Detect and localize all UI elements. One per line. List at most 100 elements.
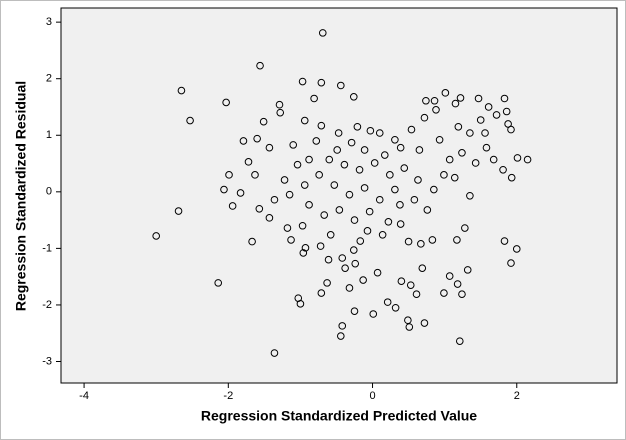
y-axis-title: Regression Standardized Residual [13,81,29,311]
point [349,246,358,254]
plot-area [60,7,618,384]
point [356,237,365,245]
point [406,281,415,289]
point [340,160,349,169]
point [430,185,438,194]
point [359,276,367,284]
point [222,98,230,107]
x-tick-label: -2 [223,390,233,402]
point [296,300,305,308]
point [482,143,491,152]
point [445,155,454,164]
x-tick-label: 0 [369,390,375,402]
y-tick-label: 1 [46,129,52,141]
point [466,191,474,200]
point [407,125,416,134]
point [440,171,448,179]
point [386,171,394,179]
point [186,116,194,125]
point [310,94,318,103]
point [476,116,485,124]
point [463,266,472,274]
point [248,237,256,246]
point [300,116,309,125]
y-tick-label: -2 [42,299,52,311]
point [466,129,474,137]
point [391,185,399,194]
point [369,310,378,318]
point [350,307,359,315]
point [345,284,354,292]
x-axis-title: Regression Standardized Predicted Value [201,408,477,424]
point [330,181,339,189]
point [214,279,223,287]
point [301,244,310,252]
point [335,206,344,214]
point [299,249,308,257]
point [276,108,285,117]
point [323,279,331,287]
point [228,202,237,210]
point [355,165,364,174]
point [317,289,326,297]
point [391,303,400,312]
point [363,227,372,235]
point [523,155,532,164]
point [285,190,294,199]
point [316,242,325,250]
y-tick-label: -1 [42,242,52,254]
point [500,237,509,245]
point [507,173,516,182]
point [324,255,333,264]
point [256,61,264,70]
point [471,159,480,167]
point [270,195,279,204]
point [293,160,302,169]
point [375,129,384,137]
point [315,171,323,179]
point [265,143,274,152]
point [305,201,313,209]
point [283,224,292,232]
point [152,232,160,240]
point [422,96,430,105]
point [370,159,379,167]
point [383,298,392,306]
point [489,155,498,164]
point [492,111,501,119]
point [270,349,279,357]
point [341,264,349,272]
point [317,78,326,87]
point [396,201,404,209]
point [420,319,429,327]
point [507,259,515,267]
point [349,93,358,101]
point [391,135,399,144]
point [461,224,469,232]
point [455,337,464,345]
point [300,181,309,189]
point [298,77,307,86]
point [432,106,440,114]
point [435,135,444,144]
point [337,332,345,340]
point [453,280,462,288]
point [220,185,228,194]
point [500,94,509,103]
point [451,99,460,108]
y-tick-label: 2 [46,73,52,85]
point [404,237,413,246]
y-tick-label: -3 [42,355,52,367]
point [265,214,274,222]
point [338,322,347,330]
point [513,154,522,162]
point [441,89,450,97]
point [289,141,298,149]
point [414,176,422,184]
point [507,125,515,134]
point [259,117,268,126]
point [174,207,183,215]
point [445,272,454,280]
point [405,323,414,331]
